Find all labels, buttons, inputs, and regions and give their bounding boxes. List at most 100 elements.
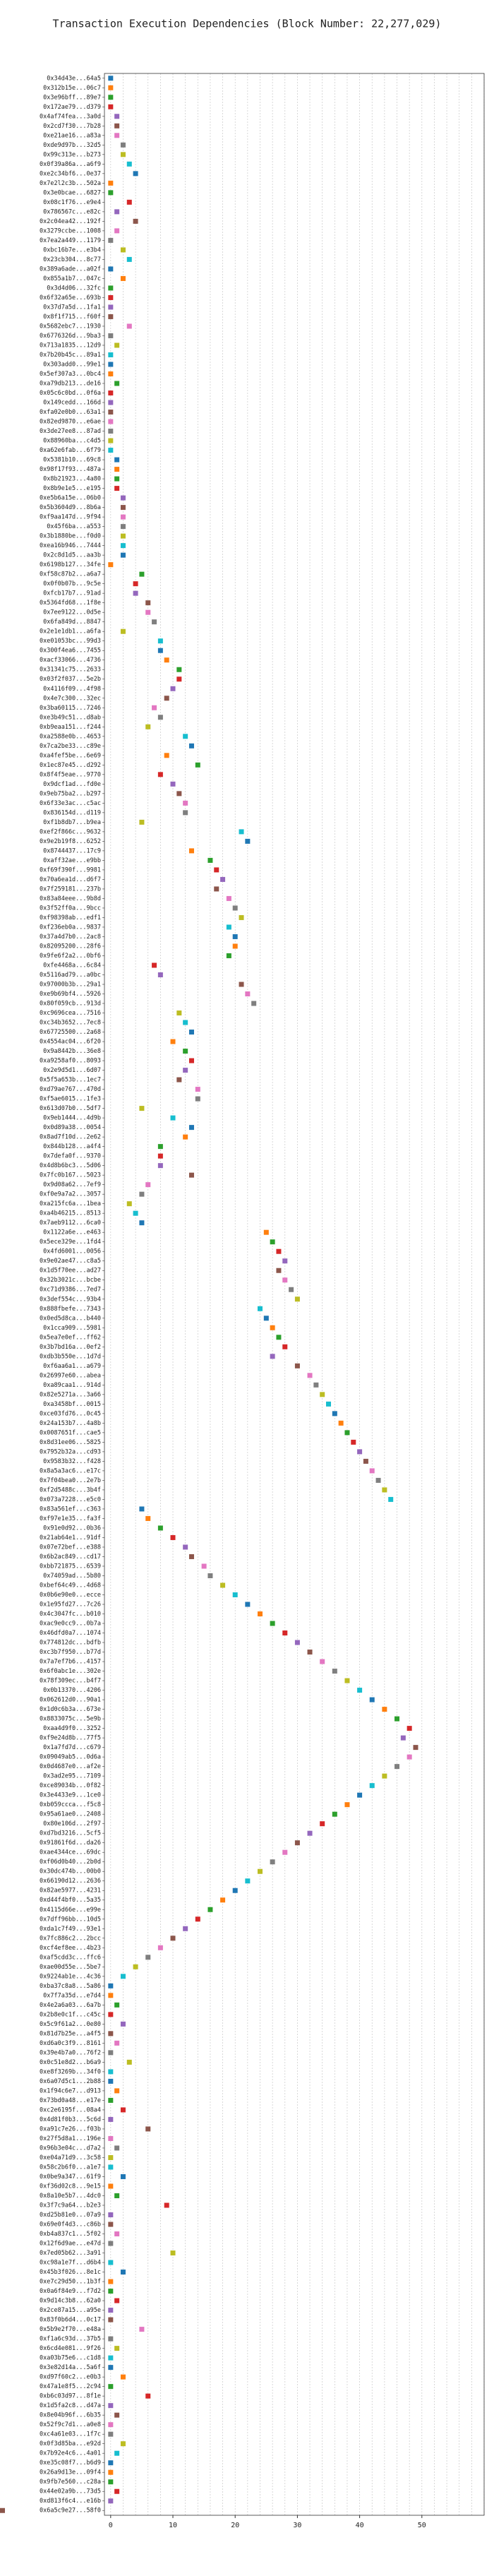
dependency-marker <box>145 724 151 729</box>
y-tick-label: 0xbc16b7e...e3b4 <box>43 246 101 254</box>
dependency-marker <box>344 1430 350 1436</box>
dependency-marker <box>120 495 126 501</box>
y-tick-label: 0x91e0d92...0b36 <box>43 1525 101 1532</box>
dependency-marker <box>114 381 120 386</box>
y-tick-label: 0x27f5d8a1...196e <box>40 2135 101 2142</box>
y-tick-label: 0x2e9d5d1...6d07 <box>43 1067 101 1074</box>
y-tick-label: 0x5116ad79...a0bc <box>40 972 101 979</box>
y-tick-label: 0x52f9c7d1...a0e8 <box>40 2421 101 2428</box>
dependency-marker <box>188 1030 194 1035</box>
dependency-marker <box>164 753 169 758</box>
y-tick-label: 0x39e4b7a0...76f2 <box>40 2049 101 2056</box>
dependency-marker <box>114 467 120 472</box>
dependency-marker <box>207 857 213 863</box>
dependency-marker <box>320 1821 325 1827</box>
dependency-marker <box>120 552 126 558</box>
dependency-marker <box>332 1811 337 1817</box>
dependency-marker <box>114 133 120 138</box>
y-tick-label: 0x8833075c...5e9b <box>40 1716 101 1723</box>
y-tick-label: 0xd25b81e0...07a9 <box>40 2212 101 2219</box>
y-tick-label: 0x8744437...17c9 <box>43 847 101 854</box>
y-tick-label: 0x12f6d9ae...e47d <box>40 2241 101 2248</box>
dependency-marker <box>313 1382 319 1388</box>
dependency-marker <box>108 2012 114 2017</box>
dependency-marker <box>214 867 219 873</box>
y-tick-label: 0xf2d5488c...3b4f <box>40 1486 101 1493</box>
y-tick-label: 0xf97e1e35...fa3f <box>40 1515 101 1522</box>
dependency-marker <box>338 1420 344 1426</box>
y-tick-label: 0xfe4468a...6c84 <box>43 962 101 969</box>
y-tick-label: 0x0087651f...cae5 <box>40 1429 101 1436</box>
y-tick-label: 0x21ab64e1...91df <box>40 1534 101 1542</box>
dependency-marker <box>120 524 126 530</box>
dependency-marker <box>176 1010 182 1016</box>
dependency-marker <box>164 696 169 701</box>
y-tick-label: 0x1a7fd7d...c679 <box>43 1744 101 1751</box>
y-tick-label: 0x66190d12...2636 <box>40 1878 101 1885</box>
dependency-marker <box>114 476 120 482</box>
dependency-marker <box>245 1602 251 1607</box>
dependency-marker <box>195 1096 200 1102</box>
dependency-marker <box>108 2289 114 2294</box>
dependency-marker <box>114 2145 120 2151</box>
dependency-marker <box>369 1697 375 1703</box>
y-tick-label: 0x3f52ff0a...9bcc <box>40 905 101 912</box>
y-tick-label: 0x74059ad...5b80 <box>43 1573 101 1580</box>
y-tick-label: 0xcf4ef8ee...4b23 <box>40 1945 101 1952</box>
dependency-marker <box>232 934 238 939</box>
y-tick-label: 0x4554ac04...6f20 <box>40 1039 101 1046</box>
y-tick-label: 0xc34b3652...7ec8 <box>40 1020 101 1027</box>
y-tick-label: 0xf236eb0a...9837 <box>40 924 101 931</box>
dependency-marker <box>152 705 157 710</box>
dependency-marker <box>126 199 132 205</box>
dependency-marker <box>157 972 163 977</box>
y-tick-label: 0xb4a837c1...5f02 <box>40 2231 101 2238</box>
y-tick-label: 0x4fd6001...0056 <box>43 1248 101 1256</box>
y-tick-label: 0x1d5f70ee...ad27 <box>40 1268 101 1275</box>
y-tick-label: 0xa89caa1...914d <box>43 1382 101 1389</box>
y-tick-label: 0x2cd7f30...7b28 <box>43 123 101 130</box>
dependency-marker <box>108 180 114 186</box>
dependency-marker <box>320 1392 325 1397</box>
y-tick-label: 0x99c313e...b273 <box>43 151 101 158</box>
y-tick-label: 0x96b3e04c...d7a2 <box>40 2145 101 2152</box>
dependency-marker <box>220 1582 226 1588</box>
dependency-marker <box>188 1125 194 1131</box>
y-tick-label: 0xe01053bc...99d3 <box>40 638 101 645</box>
y-tick-label: 0x7952b32a...cd93 <box>40 1448 101 1455</box>
y-tick-label: 0x31341c75...2633 <box>40 667 101 674</box>
y-tick-label: 0xf36d02c8...9e15 <box>40 2183 101 2190</box>
dependency-marker <box>108 2422 114 2428</box>
y-tick-label: 0x83a84eee...9b8d <box>40 895 101 902</box>
dependency-marker <box>382 1773 387 1779</box>
dependency-marker <box>406 1726 412 1731</box>
dependency-marker <box>108 304 114 310</box>
y-tick-label: 0x3e82d14a...5a6f <box>40 2364 101 2371</box>
dependency-marker <box>133 590 138 596</box>
y-tick-label: 0x062612d0...90a1 <box>40 1697 101 1704</box>
dependency-marker <box>183 1544 188 1550</box>
y-tick-label: 0xf9e24d8b...77f5 <box>40 1735 101 1742</box>
dependency-marker <box>108 2460 114 2466</box>
dependency-marker <box>157 1945 163 1950</box>
dependency-marker <box>114 228 120 234</box>
dependency-marker <box>164 2202 169 2208</box>
y-tick-label: 0x0b6e90e0...ecce <box>40 1592 101 1599</box>
dependency-marker <box>294 1840 300 1846</box>
y-tick-label: 0xb059ccca...f5c8 <box>40 1801 101 1808</box>
y-tick-label: 0x0f0b07b...9c5e <box>43 580 101 588</box>
y-tick-label: 0xac9e0cc9...0b7a <box>40 1621 101 1628</box>
dependency-marker <box>232 1592 238 1597</box>
y-tick-label: 0x7f259181...237b <box>40 886 101 893</box>
dependency-marker <box>245 838 251 844</box>
y-tick-label: 0x7ed05b62...3a91 <box>40 2250 101 2257</box>
y-tick-label: 0x0b13370...4206 <box>43 1687 101 1694</box>
dependency-marker <box>152 962 157 968</box>
y-tick-label: 0x9eb75ba2...b297 <box>40 790 101 797</box>
dependency-marker <box>120 2107 126 2113</box>
y-tick-label: 0xaff32ae...e9bb <box>43 857 101 864</box>
dependency-marker <box>120 2174 126 2179</box>
dependency-marker <box>276 1248 282 1254</box>
y-tick-label: 0xaa4d9f0...3252 <box>43 1725 101 1732</box>
dependency-marker <box>232 943 238 949</box>
